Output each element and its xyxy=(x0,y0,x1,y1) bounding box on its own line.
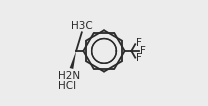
Text: F: F xyxy=(136,53,142,63)
Text: H2N: H2N xyxy=(58,71,80,81)
Text: H3C: H3C xyxy=(72,21,93,31)
Text: HCl: HCl xyxy=(58,81,76,91)
Text: F: F xyxy=(136,38,142,48)
Polygon shape xyxy=(70,51,76,69)
Text: F: F xyxy=(140,46,146,56)
